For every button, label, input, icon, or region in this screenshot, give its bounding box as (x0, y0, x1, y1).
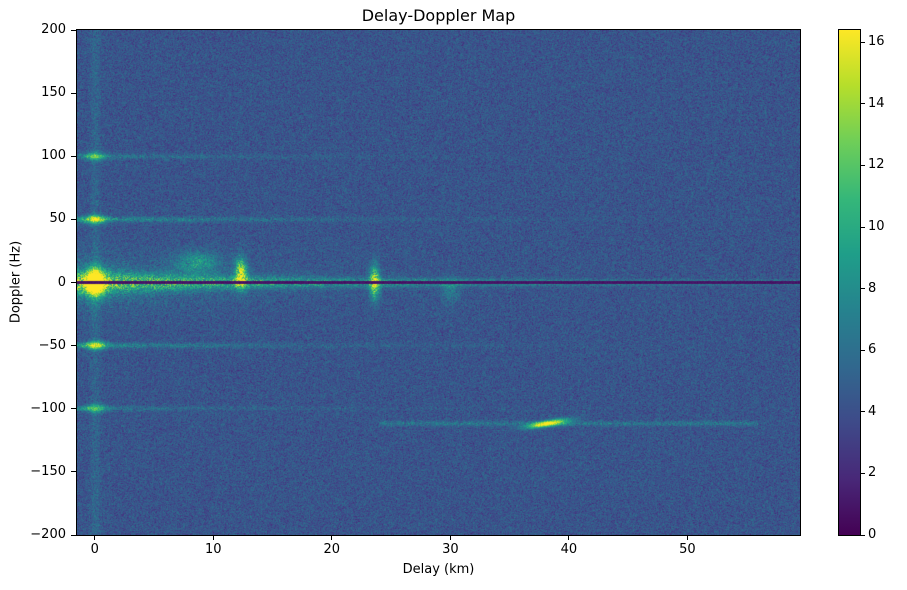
y-tick-label: 150 (41, 85, 66, 101)
colorbar-tick-label: 10 (868, 219, 885, 235)
colorbar-tick-mark (861, 411, 865, 413)
y-tick-label: −150 (30, 463, 66, 479)
colorbar-tick-label: 12 (868, 157, 885, 173)
x-tick-label: 20 (323, 542, 341, 557)
x-tick-label: 0 (90, 542, 99, 557)
colorbar-tick-label: 6 (868, 342, 877, 358)
y-tick-mark (71, 282, 76, 283)
colorbar-tick-label: 0 (868, 527, 877, 542)
x-tick-mark (94, 536, 96, 540)
colorbar-tick-mark (861, 534, 865, 536)
colorbar-tick-mark (861, 288, 865, 290)
colorbar-tick-mark (861, 349, 865, 351)
chart-title: Delay-Doppler Map (361, 6, 516, 25)
x-tick-mark (449, 536, 451, 540)
colorbar-tick-label: 4 (868, 403, 877, 419)
plot-area (76, 29, 801, 536)
x-tick-label: 30 (442, 542, 459, 557)
colorbar-tick-mark (861, 103, 865, 105)
y-tick-mark (71, 345, 76, 347)
y-tick-label: 50 (49, 211, 66, 227)
y-tick-mark (71, 408, 76, 410)
y-tick-label: −50 (38, 337, 66, 353)
y-tick-label: −200 (30, 527, 66, 542)
y-tick-label: 100 (41, 148, 66, 164)
x-tick-mark (331, 536, 333, 540)
y-tick-label: 200 (41, 22, 66, 37)
x-tick-mark (686, 536, 688, 540)
y-tick-mark (71, 92, 76, 94)
y-tick-label: 0 (57, 274, 66, 290)
colorbar-tick-label: 14 (868, 95, 885, 111)
heatmap-canvas (77, 30, 800, 535)
colorbar-tick-mark (861, 472, 865, 474)
x-tick-mark (568, 536, 570, 540)
y-tick-mark (71, 218, 76, 220)
y-tick-mark (71, 155, 76, 157)
x-tick-label: 10 (205, 542, 222, 557)
colorbar-tick-label: 2 (868, 465, 877, 481)
x-tick-mark (212, 536, 214, 540)
y-tick-mark (71, 471, 76, 473)
colorbar-gradient (839, 30, 860, 535)
colorbar-tick-label: 8 (868, 280, 877, 296)
colorbar-tick-mark (861, 164, 865, 166)
x-tick-label: 40 (560, 542, 578, 557)
y-tick-mark (71, 29, 76, 31)
y-tick-label: −100 (30, 400, 66, 416)
x-tick-label: 50 (679, 542, 696, 557)
colorbar-tick-label: 16 (868, 34, 885, 50)
colorbar (838, 29, 861, 536)
colorbar-tick-mark (861, 226, 865, 228)
x-axis-label: Delay (km) (402, 562, 475, 577)
y-tick-mark (71, 534, 76, 536)
colorbar-tick-mark (861, 41, 865, 43)
